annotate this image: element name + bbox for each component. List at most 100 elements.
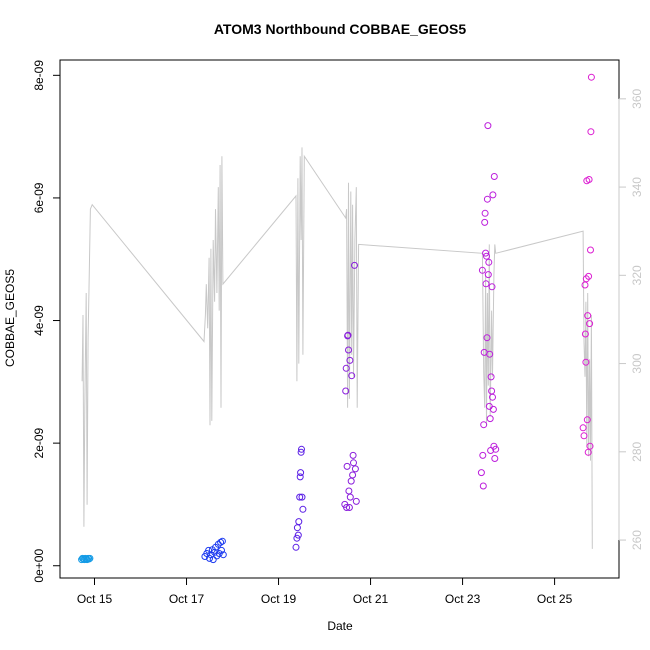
y2-tick-label: 320 [630,265,644,285]
data-point [483,334,491,342]
data-point [489,191,497,199]
data-point [351,261,358,269]
data-point [348,372,356,380]
data-point [349,471,357,479]
data-point [298,493,306,501]
data-point [490,173,498,180]
data-point [482,280,490,288]
data-point [487,447,495,454]
data-point [295,518,303,526]
data-point [483,195,491,203]
data-point [347,477,355,485]
data-point [350,459,357,467]
y-tick-label: 8e-09 [32,60,46,91]
data-point [585,176,593,183]
data-point [343,504,351,511]
data-point [488,387,496,395]
data-point [489,405,497,413]
data-point [351,465,359,473]
data-point [297,448,305,456]
secondary-series-line [81,147,593,549]
data-point [346,356,354,364]
data-point [352,497,360,505]
data-point [583,416,591,424]
x-tick-label: Oct 23 [445,592,481,606]
y2-tick-label: 260 [630,530,644,550]
data-point [587,73,595,81]
data-point [587,128,595,136]
y-tick-label: 4e-09 [32,305,46,336]
data-point [492,445,500,453]
y-tick-label: 2e-09 [32,427,46,458]
data-point [584,312,592,320]
data-point [297,469,305,477]
data-point [213,552,221,560]
y-axis-label: COBBAE_GEOS5 [3,269,17,367]
y-tick-label: 0e+00 [32,549,46,583]
data-point [296,473,304,481]
data-point [585,272,593,280]
data-point [485,402,493,410]
data-point [477,469,485,477]
data-point [484,122,492,130]
secondary-y-axis: 260 280 300 320 340 360 [618,88,644,550]
data-point [487,373,495,381]
data-point [209,556,217,564]
data-point [486,415,494,423]
x-tick-label: Oct 21 [353,592,389,606]
chart-title: ATOM3 Northbound COBBAE_GEOS5 [214,21,466,37]
data-point [217,538,225,546]
data-point [489,393,496,401]
x-tick-label: Oct 15 [77,592,113,606]
data-point [586,442,594,450]
data-point [344,331,352,339]
y2-tick-label: 360 [630,88,644,108]
data-point [484,271,492,279]
data-point [579,424,587,432]
data-point [478,266,486,274]
data-point [345,487,353,495]
scatter-points [78,73,595,564]
data-point [296,493,304,501]
data-point [482,249,490,257]
data-point [218,537,226,545]
data-point [483,252,490,260]
data-point [587,246,594,254]
data-point [479,451,487,459]
data-point [294,531,302,539]
data-point [582,358,590,366]
x-axis: Oct 15 Oct 17 Oct 19 Oct 21 Oct 23 Oct 25 [77,577,573,606]
data-point [586,320,594,328]
data-point [211,548,219,556]
x-tick-label: Oct 25 [537,592,573,606]
data-point [342,364,350,372]
data-point [488,283,496,291]
y-axis: 0e+00 2e-09 4e-09 6e-09 8e-09 [32,60,61,583]
data-point [342,387,350,395]
data-point [480,421,488,429]
data-point [584,448,592,456]
x-axis-label: Date [327,619,353,633]
data-point [491,455,499,462]
data-point [345,346,352,354]
data-point [581,281,589,289]
data-point [580,432,588,440]
data-point [298,445,305,453]
data-point [479,482,487,490]
data-point [299,505,307,513]
data-point [349,451,357,459]
data-point [582,275,590,283]
data-point [86,554,94,562]
x-tick-label: Oct 17 [169,592,205,606]
data-point [345,504,353,511]
plot-area [59,59,620,579]
data-point [486,350,494,358]
data-point [206,554,213,562]
data-point [481,218,489,226]
x-tick-label: Oct 19 [261,592,297,606]
data-point [218,546,225,554]
data-point [581,330,589,338]
plot-border [59,59,620,579]
y2-tick-label: 300 [630,353,644,373]
data-point [292,543,300,551]
